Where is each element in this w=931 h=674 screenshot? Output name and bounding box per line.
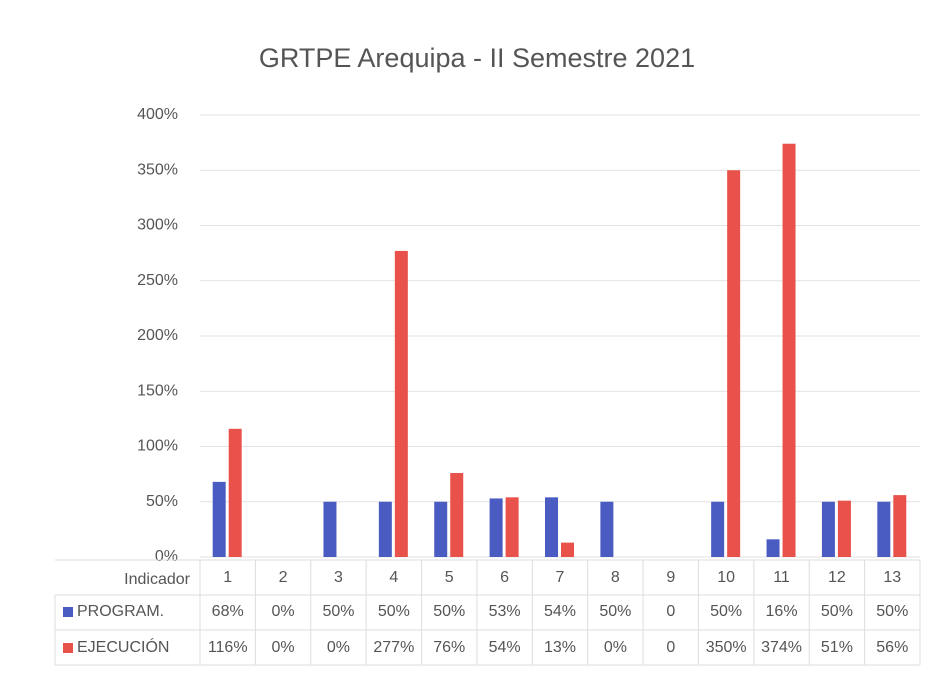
data-label: 53% <box>489 603 521 620</box>
data-label: 50% <box>599 603 631 620</box>
data-label: 13% <box>544 639 576 656</box>
y-tick-label: 300% <box>137 217 178 234</box>
x-tick-label: 4 <box>389 569 398 586</box>
data-label: 68% <box>212 603 244 620</box>
legend-swatch <box>63 643 73 653</box>
legend-swatch <box>63 607 73 617</box>
bar <box>489 498 503 557</box>
data-label: 76% <box>433 639 465 656</box>
bar <box>600 501 614 557</box>
data-label: 16% <box>766 603 798 620</box>
x-tick-label: 7 <box>556 569 565 586</box>
bar <box>782 143 796 558</box>
data-label: 116% <box>208 639 248 656</box>
y-tick-label: 200% <box>137 327 178 344</box>
data-label: 0% <box>272 603 295 620</box>
x-tick-label: 6 <box>500 569 509 586</box>
bar <box>766 539 780 557</box>
bar <box>877 501 891 557</box>
data-label: 0% <box>327 639 350 656</box>
y-tick-label: 50% <box>146 493 178 510</box>
data-label: 0% <box>272 639 295 656</box>
data-label: 350% <box>706 639 747 656</box>
data-label: 54% <box>544 603 576 620</box>
bar <box>821 501 835 557</box>
bar <box>450 473 464 557</box>
data-label: 50% <box>378 603 410 620</box>
bar <box>228 428 242 557</box>
category-label: Indicador <box>124 571 190 588</box>
data-label: 0% <box>604 639 627 656</box>
bar <box>378 501 392 557</box>
bar <box>711 501 725 557</box>
y-tick-label: 0% <box>155 548 178 565</box>
x-tick-label: 5 <box>445 569 454 586</box>
data-label: 50% <box>433 603 465 620</box>
x-tick-label: 2 <box>279 569 288 586</box>
x-tick-label: 3 <box>334 569 343 586</box>
data-label: 0 <box>666 639 675 656</box>
data-label: 50% <box>322 603 354 620</box>
bar <box>893 495 907 557</box>
legend-label: PROGRAM. <box>77 603 164 620</box>
data-label: 374% <box>761 639 802 656</box>
x-tick-label: 1 <box>223 569 232 586</box>
y-tick-label: 100% <box>137 438 178 455</box>
bar <box>323 501 337 557</box>
x-tick-label: 11 <box>773 569 790 586</box>
bar <box>434 501 448 557</box>
bar <box>505 497 519 557</box>
data-label: 0 <box>666 603 675 620</box>
bar <box>212 481 226 557</box>
bar <box>394 250 408 558</box>
bar <box>561 542 574 557</box>
data-label: 54% <box>489 639 521 656</box>
y-tick-label: 250% <box>137 272 178 289</box>
legend-label: EJECUCIÓN <box>77 637 169 656</box>
data-label: 51% <box>821 639 853 656</box>
x-tick-label: 9 <box>666 569 675 586</box>
bar <box>727 170 741 557</box>
data-label: 50% <box>876 603 908 620</box>
x-tick-label: 13 <box>883 569 901 586</box>
y-tick-label: 400% <box>137 106 178 123</box>
bar <box>837 500 851 557</box>
y-tick-label: 150% <box>137 382 178 399</box>
data-label: 56% <box>876 639 908 656</box>
data-label: 50% <box>821 603 853 620</box>
chart-title: GRTPE Arequipa - II Semestre 2021 <box>259 43 695 73</box>
x-tick-label: 8 <box>611 569 620 586</box>
x-tick-label: 10 <box>717 569 735 586</box>
bar <box>545 497 558 557</box>
y-tick-label: 350% <box>137 161 178 178</box>
data-label: 50% <box>710 603 742 620</box>
x-tick-label: 12 <box>828 569 846 586</box>
data-label: 277% <box>373 639 414 656</box>
